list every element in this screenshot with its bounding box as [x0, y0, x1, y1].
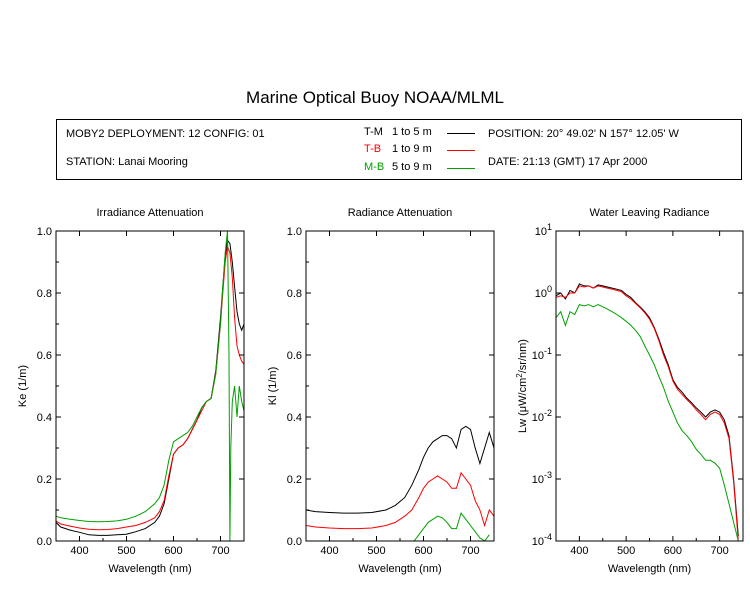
- info-box: MOBY2 DEPLOYMENT: 12 CONFIG: 01 STATION:…: [56, 119, 742, 180]
- y-tick-label: 0.8: [37, 288, 52, 300]
- x-tick-label: 600: [164, 545, 182, 557]
- chart-title: Irradiance Attenuation: [96, 207, 203, 219]
- plot-frame: [555, 230, 744, 542]
- plot-frame: [305, 230, 495, 542]
- legend-range-tb: 1 to 9 m: [392, 143, 432, 155]
- y-tick-label: 100: [535, 284, 552, 300]
- chart-panel-2: Radiance Attenuation 400 500 600 700 0.0 0.2 0.…: [267, 207, 495, 575]
- y-tick-label: 0.6: [287, 350, 302, 362]
- chart-panel-1: Irradiance Attenuation 400 500 600 700 0.0 0.2…: [17, 207, 245, 575]
- x-tick-label: 400: [320, 545, 338, 557]
- y-tick-label: 10-4: [532, 532, 552, 548]
- series-line-t-m: [306, 425, 494, 514]
- y-axis-label: Kl (1/m): [267, 367, 279, 406]
- x-tick-label: 400: [70, 545, 88, 557]
- chart-main-title: Marine Optical Buoy NOAA/MLML: [246, 88, 504, 107]
- legend-range-mb: 5 to 9 m: [392, 161, 432, 173]
- x-tick-label: 400: [570, 545, 588, 557]
- y-tick-label: 10-1: [532, 346, 552, 362]
- x-axis-label: Wavelength (nm): [108, 563, 191, 575]
- series-line-m-b: [413, 512, 490, 541]
- y-tick-label: 0.6: [37, 350, 52, 362]
- y-tick-label: 101: [535, 222, 552, 238]
- y-tick-label: 0.2: [287, 474, 302, 486]
- station-label: STATION: Lanai Mooring: [66, 156, 188, 168]
- x-axis-label: Wavelength (nm): [358, 563, 441, 575]
- y-tick-label: 0.0: [37, 536, 52, 548]
- x-tick-label: 600: [664, 545, 682, 557]
- series-line-t-b: [306, 471, 494, 530]
- position-label: POSITION: 20° 49.02' N 157° 12.05' W: [488, 128, 679, 140]
- chart-panel-3: Water Leaving Radiance 400 500 600 700 101 100…: [515, 207, 744, 575]
- legend-name-tm: T-M: [364, 126, 383, 138]
- x-tick-label: 600: [414, 545, 432, 557]
- x-tick-label: 700: [461, 545, 479, 557]
- y-tick-label: 0.0: [287, 536, 302, 548]
- deployment-label: MOBY2 DEPLOYMENT: 12 CONFIG: 01: [66, 128, 265, 140]
- x-axis-label: Wavelength (nm): [608, 563, 691, 575]
- series-line-t-b: [56, 244, 244, 531]
- date-label: DATE: 21:13 (GMT) 17 Apr 2000: [488, 156, 648, 168]
- series-line-m-b: [56, 231, 244, 541]
- legend-range-tm: 1 to 5 m: [392, 126, 432, 138]
- y-tick-label: 1.0: [287, 226, 302, 238]
- legend-line-tm: [447, 133, 475, 134]
- legend-name-mb: M-B: [364, 161, 385, 173]
- y-axis-label: Ke (1/m): [17, 365, 29, 407]
- y-tick-label: 1.0: [37, 226, 52, 238]
- y-tick-label: 0.2: [37, 474, 52, 486]
- y-axis-label: Lw (μW/cm2/sr/nm): [515, 339, 529, 433]
- x-tick-label: 500: [617, 545, 635, 557]
- plot-frame: [55, 230, 245, 542]
- series-line-m-b: [556, 304, 739, 541]
- x-tick-label: 500: [367, 545, 385, 557]
- y-tick-label: 10-2: [532, 408, 552, 424]
- series-line-t-m: [556, 283, 739, 537]
- y-tick-label: 10-3: [532, 470, 552, 486]
- legend-line-tb: [447, 150, 475, 151]
- x-tick-label: 700: [710, 545, 728, 557]
- series-line-t-m: [56, 239, 244, 536]
- series-line-t-b: [556, 285, 739, 541]
- y-tick-label: 0.4: [287, 412, 302, 424]
- chart-title: Water Leaving Radiance: [589, 207, 709, 219]
- legend-line-mb: [447, 168, 475, 169]
- x-tick-label: 700: [211, 545, 229, 557]
- x-tick-label: 500: [117, 545, 135, 557]
- y-tick-label: 0.4: [37, 412, 52, 424]
- chart-title: Radiance Attenuation: [348, 207, 453, 219]
- y-tick-label: 0.8: [287, 288, 302, 300]
- legend-name-tb: T-B: [364, 143, 382, 155]
